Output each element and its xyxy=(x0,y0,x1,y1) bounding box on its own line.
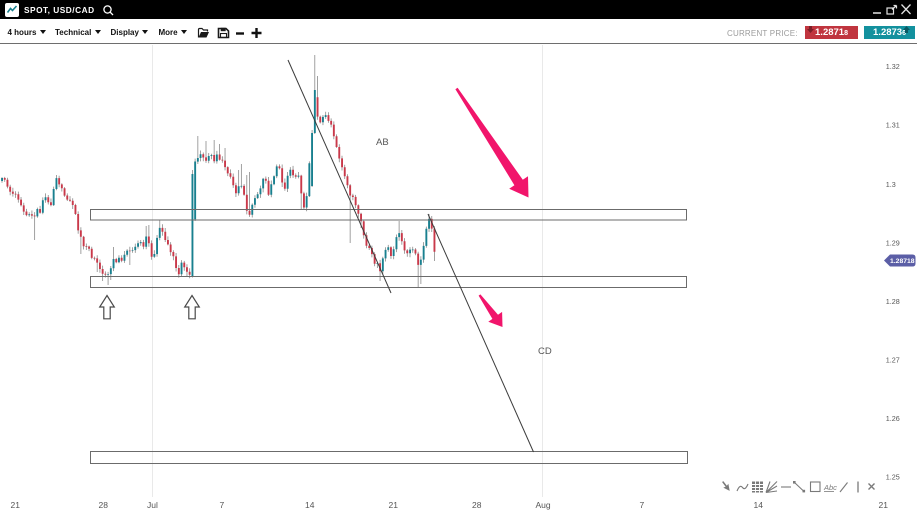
svg-text:14: 14 xyxy=(754,500,764,510)
svg-text:28: 28 xyxy=(472,500,482,510)
svg-text:7: 7 xyxy=(640,500,645,510)
svg-text:CD: CD xyxy=(538,346,552,357)
svg-text:21: 21 xyxy=(879,500,889,510)
svg-text:21: 21 xyxy=(389,500,399,510)
svg-text:1.25: 1.25 xyxy=(886,473,900,482)
svg-text:28: 28 xyxy=(99,500,109,510)
svg-text:1.28: 1.28 xyxy=(886,297,900,306)
svg-text:14: 14 xyxy=(305,500,315,510)
svg-text:Aug: Aug xyxy=(536,500,551,510)
svg-text:1.3: 1.3 xyxy=(886,180,896,189)
svg-text:AB: AB xyxy=(376,137,389,148)
svg-text:1.29: 1.29 xyxy=(886,239,900,248)
svg-text:7: 7 xyxy=(220,500,225,510)
svg-text:21: 21 xyxy=(11,500,21,510)
svg-text:1.26: 1.26 xyxy=(886,414,900,423)
svg-text:1.27: 1.27 xyxy=(886,356,900,365)
svg-text:1.31: 1.31 xyxy=(886,121,900,130)
svg-text:Jul: Jul xyxy=(147,500,158,510)
svg-text:1.32: 1.32 xyxy=(886,62,900,71)
svg-text:1.28718: 1.28718 xyxy=(890,258,915,265)
svg-text:Abc: Abc xyxy=(823,483,837,492)
